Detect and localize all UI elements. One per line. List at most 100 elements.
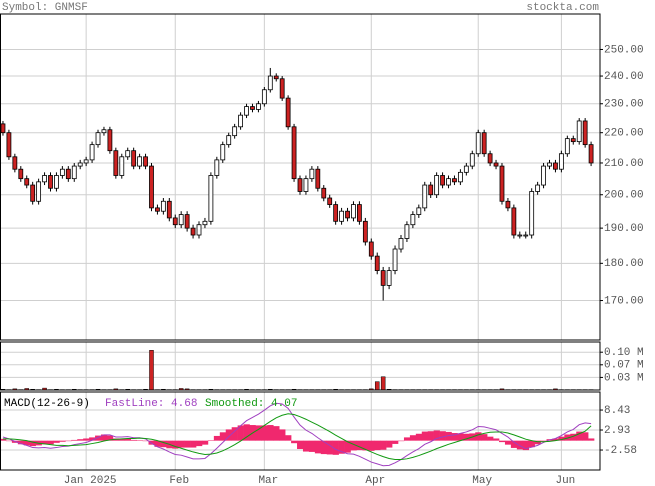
candle-body (487, 153, 493, 164)
candle-body (83, 159, 89, 164)
macd-histogram-bar (95, 435, 102, 441)
candle-body (357, 204, 362, 222)
candle-body (24, 178, 30, 186)
macd-histogram-bar (445, 431, 452, 441)
candle-body (184, 214, 190, 229)
candle-body (564, 138, 570, 155)
macd-histogram-bar (409, 435, 417, 441)
macd-histogram-bar (279, 429, 286, 441)
candle-body (410, 214, 416, 226)
candle-body (190, 227, 196, 236)
macd-histogram-bar (41, 440, 48, 445)
macd-histogram-bar (421, 431, 429, 441)
macd-histogram-bar (184, 440, 191, 448)
candle-body (30, 184, 36, 202)
candle-body (440, 175, 445, 186)
candle-body (113, 150, 119, 176)
candle-body (505, 200, 511, 209)
macd-histogram-bar (344, 440, 351, 453)
candle-body (457, 171, 463, 183)
candle-body (196, 224, 202, 236)
candle-body (535, 184, 541, 192)
candle-body (392, 248, 398, 271)
candle-body (65, 168, 71, 180)
x-tick-label: Jan 2025 (64, 475, 117, 486)
candle-body (160, 200, 166, 212)
source: stockta.com (526, 2, 599, 14)
macd-line (2, 402, 592, 467)
macd-histogram-bar (540, 440, 547, 442)
macd-histogram-bar (59, 440, 66, 442)
candle-body (125, 150, 131, 158)
candle-body (220, 144, 226, 161)
candle-body (77, 162, 83, 167)
candle-body (511, 207, 517, 236)
macd-histogram-bar (570, 433, 577, 441)
candle-body (481, 132, 487, 155)
y-tick-label: -2.58 (604, 445, 637, 457)
candle-body (327, 197, 333, 205)
macd-histogram-bar (291, 440, 298, 444)
candle-body (244, 106, 249, 116)
candle-body (256, 103, 261, 110)
candle-body (6, 132, 12, 158)
macd-histogram-bar (439, 431, 446, 441)
macd-histogram-bar (475, 432, 482, 441)
candle-body (475, 132, 481, 155)
candle-body (59, 168, 65, 176)
panel-frame (0, 391, 601, 471)
candle-body (547, 162, 552, 167)
macd-label: MACD(12-26-9) (4, 398, 90, 410)
macd-histogram-bar (326, 440, 333, 455)
macd-histogram-bar (142, 440, 149, 442)
macd-histogram-bar (201, 440, 209, 445)
macd-histogram-bar (237, 425, 244, 441)
candle-body (351, 204, 356, 219)
candle-body (446, 178, 451, 186)
macd-histogram-bar (5, 440, 13, 442)
macd-line (2, 413, 592, 461)
y-tick-label: 180.00 (604, 258, 644, 270)
legend-smoothed: Smoothed: 4.07 (205, 398, 297, 410)
y-tick-label: 0.10 M (604, 347, 644, 359)
y-tick-label: 2.93 (604, 425, 630, 437)
macd-histogram-bar (65, 440, 72, 442)
y-tick-label: 200.00 (604, 190, 644, 202)
macd-histogram-bar (415, 433, 423, 441)
macd-histogram-bar (255, 425, 262, 441)
candle-body (398, 238, 404, 250)
candle-body (517, 234, 523, 237)
candle-body (416, 207, 422, 215)
candle-body (48, 175, 53, 189)
macd-histogram-bar (582, 432, 589, 441)
macd-histogram-bar (196, 440, 203, 447)
y-tick-label: 190.00 (604, 223, 644, 235)
macd-histogram-bar (178, 440, 185, 448)
macd-histogram-bar (53, 440, 60, 443)
macd-histogram-bar (487, 436, 494, 441)
panel-frame (0, 341, 601, 391)
macd-histogram-bar (504, 440, 512, 445)
candle-body (232, 126, 238, 137)
candle-body (238, 114, 243, 128)
candle-body (362, 220, 368, 243)
macd-histogram-bar (219, 432, 227, 441)
candle-body (588, 144, 594, 164)
candle-body (434, 175, 440, 196)
candle-body (576, 120, 582, 143)
candle-body (291, 126, 297, 180)
macd-histogram-bar (374, 440, 381, 451)
macd-histogram-bar (398, 440, 405, 442)
x-tick-label: Feb (169, 475, 189, 486)
macd-histogram-bar (522, 440, 530, 451)
macd-histogram-bar (338, 440, 345, 454)
macd-histogram-bar (552, 438, 559, 441)
candle-body (279, 78, 285, 99)
macd-histogram-bar (23, 440, 31, 446)
candle-body (493, 162, 499, 167)
candle-body (101, 129, 107, 134)
macd-histogram-bar (481, 434, 488, 441)
macd-histogram-bar (17, 440, 25, 445)
macd-histogram-bar (457, 433, 464, 441)
